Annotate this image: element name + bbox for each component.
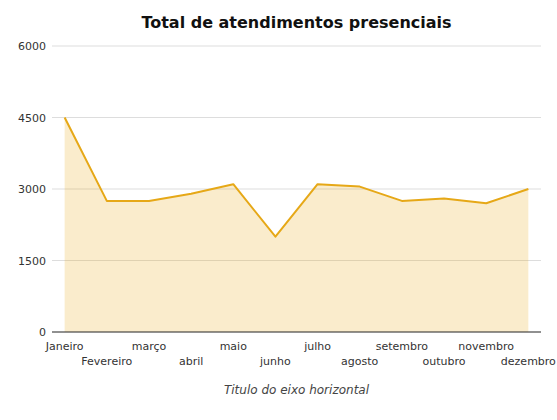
area-fill	[65, 118, 529, 333]
x-tick-label: agosto	[341, 355, 378, 368]
x-tick-label: dezembro	[501, 355, 556, 368]
y-tick-label: 1500	[18, 255, 46, 268]
x-tick-label: novembro	[458, 340, 514, 353]
x-tick-label: Janeiro	[45, 340, 84, 353]
line	[65, 118, 529, 237]
x-tick-label: maio	[220, 340, 248, 353]
x-tick-label: junho	[259, 355, 291, 368]
x-tick-label: julho	[303, 340, 331, 353]
x-axis-label: Titulo do eixo horizontal	[224, 383, 370, 397]
x-tick-label: Fevereiro	[81, 355, 132, 368]
grid-line	[52, 189, 541, 190]
grid-line	[52, 46, 541, 47]
chart-svg: 0 1500 3000 4500 6000 Janeiro Fevereiromarçoab…	[0, 0, 557, 420]
y-tick-label: 6000	[18, 40, 46, 53]
grid-line	[52, 117, 541, 118]
x-tick-label: setembro	[376, 340, 429, 353]
data-group	[65, 118, 529, 333]
grid	[52, 46, 541, 332]
x-tick-label: março	[132, 340, 167, 353]
x-tick-label: abril	[179, 355, 203, 368]
x-tick-label: outubro	[423, 355, 466, 368]
chart-container: 0 1500 3000 4500 6000 Janeiro Fevereiromarçoab…	[0, 0, 557, 420]
y-tick-label: 3000	[18, 183, 46, 196]
x-axis-line	[52, 332, 541, 333]
y-tick-label: 4500	[18, 112, 46, 125]
title: Total de atendimentos presenciais	[141, 13, 451, 32]
grid-line	[52, 332, 541, 333]
y-tick-label: 0	[39, 326, 46, 339]
